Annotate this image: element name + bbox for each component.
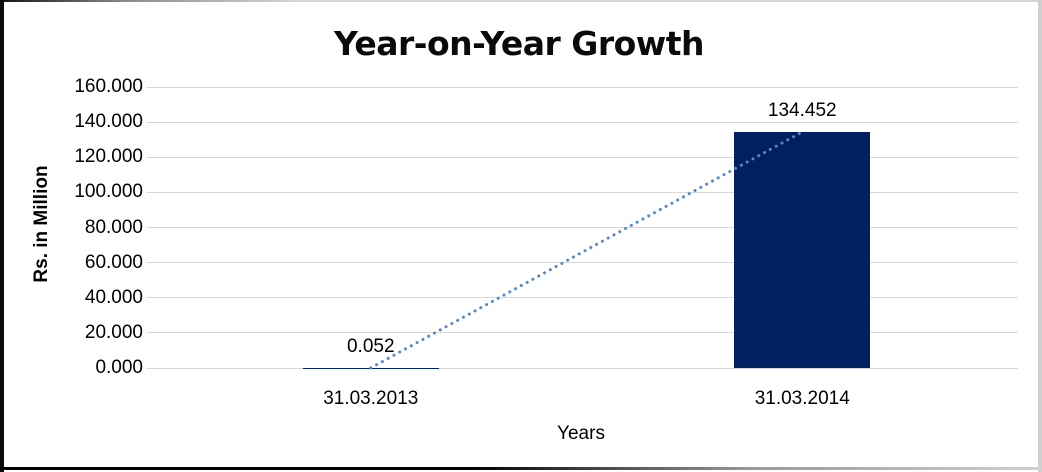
frame-border-bottom bbox=[0, 467, 1042, 470]
trendline bbox=[369, 130, 804, 370]
y-tick-label: 120.000 bbox=[74, 146, 143, 168]
y-tick-label: 60.000 bbox=[84, 251, 143, 273]
y-tick-mark bbox=[147, 121, 156, 123]
gridline bbox=[155, 191, 1018, 193]
y-tick-mark bbox=[147, 332, 156, 334]
chart-title: Year-on-Year Growth bbox=[333, 24, 705, 63]
gridline bbox=[155, 367, 1018, 369]
frame-border-left bbox=[0, 0, 4, 472]
bar-data-label: 134.452 bbox=[767, 99, 837, 121]
frame-border-top bbox=[0, 0, 1042, 2]
gridline bbox=[155, 86, 1018, 88]
y-tick-mark bbox=[147, 191, 156, 193]
gridline bbox=[155, 297, 1018, 299]
y-tick-mark bbox=[147, 156, 156, 158]
plot-area: 0.052 134.452 bbox=[155, 86, 1018, 370]
y-tick-label: 80.000 bbox=[84, 216, 143, 238]
y-tick-label: 20.000 bbox=[84, 321, 143, 343]
gridline bbox=[155, 227, 1018, 228]
y-tick-label: 0.000 bbox=[95, 357, 143, 378]
y-tick-mark bbox=[147, 86, 156, 88]
gridline bbox=[155, 121, 1018, 123]
y-tick-label: 140.000 bbox=[74, 111, 143, 133]
y-tick-mark bbox=[147, 227, 156, 228]
y-tick-mark bbox=[147, 367, 156, 369]
bar-31.03.2014 bbox=[734, 131, 871, 368]
y-tick-label: 100.000 bbox=[74, 181, 143, 203]
y-tick-label: 160.000 bbox=[74, 76, 143, 97]
trendline-path bbox=[369, 130, 804, 370]
x-axis-title: Years bbox=[557, 423, 605, 444]
bar-data-label: 0.052 bbox=[346, 335, 395, 357]
gridline bbox=[155, 262, 1018, 264]
y-tick-mark bbox=[147, 262, 156, 264]
y-tick-label: 40.000 bbox=[84, 286, 143, 308]
frame-border-right bbox=[1038, 0, 1042, 472]
x-tick-label: 31.03.2014 bbox=[754, 388, 850, 409]
y-tick-mark bbox=[147, 297, 156, 299]
gridline bbox=[155, 332, 1018, 334]
gridline bbox=[155, 156, 1018, 158]
x-tick-label: 31.03.2013 bbox=[323, 388, 419, 409]
